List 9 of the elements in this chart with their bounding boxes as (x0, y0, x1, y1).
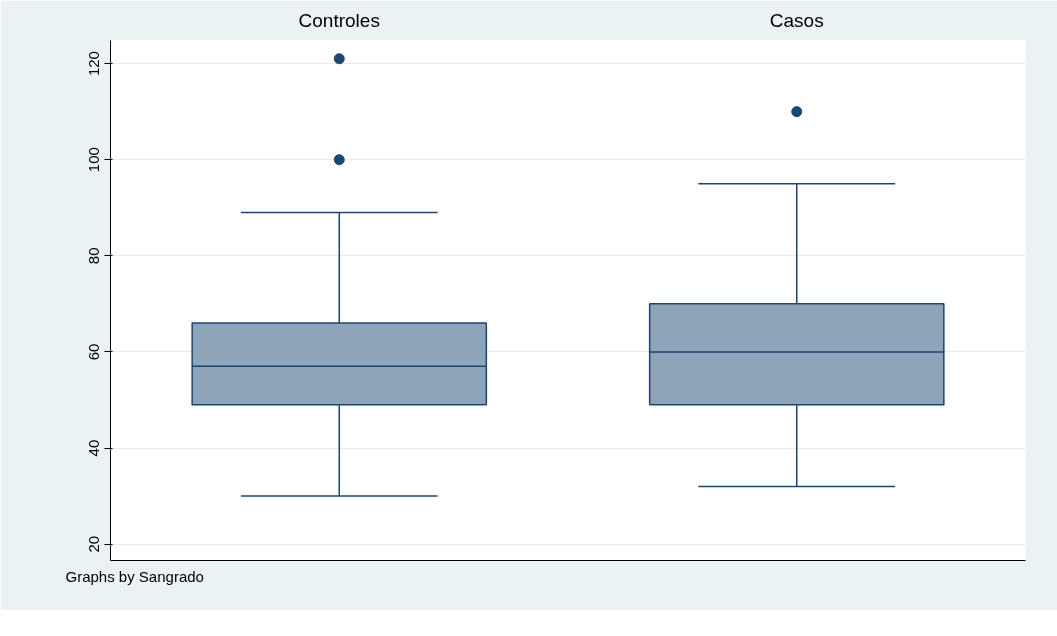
x-tick-label: Casos (769, 9, 824, 31)
x-tick-label: Controles (298, 9, 380, 31)
y-tick-label: 40 (85, 439, 103, 457)
y-tick-label: 60 (85, 343, 103, 361)
y-tick-label: 20 (85, 535, 103, 553)
y-tick-label: 120 (85, 51, 103, 77)
y-tick-label: 80 (85, 247, 103, 265)
y-tick-label: 100 (85, 147, 103, 173)
text: Graphs by Sangrado (65, 567, 204, 585)
